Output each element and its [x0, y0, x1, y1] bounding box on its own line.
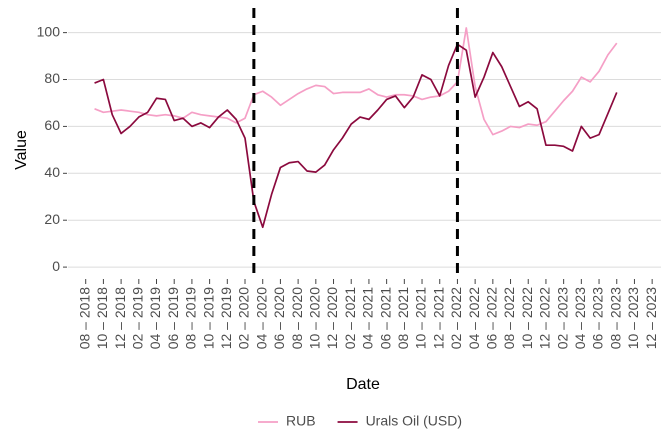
x-tick-label: 12 – 2023 — [643, 287, 659, 349]
legend-label: Urals Oil (USD) — [366, 413, 462, 429]
y-tick-label: 0 — [52, 258, 60, 274]
x-tick-label: 08 – 2023 — [607, 287, 623, 349]
x-tick-label: 12 – 2021 — [430, 287, 446, 349]
x-tick-label: 08 – 2020 — [289, 287, 305, 349]
x-tick-label: 06 – 2021 — [377, 287, 393, 349]
x-tick-label: 08 – 2019 — [183, 287, 199, 349]
x-tick-label: 08 – 2021 — [395, 287, 411, 349]
x-tick-label: 02 – 2023 — [554, 287, 570, 349]
x-tick-label: 10 – 2020 — [307, 287, 323, 349]
x-tick-label: 10 – 2022 — [519, 287, 535, 349]
x-tick-label: 08 – 2018 — [76, 287, 92, 349]
y-tick-label: 100 — [37, 23, 61, 39]
x-tick-label: 04 – 2021 — [360, 287, 376, 349]
series-line — [94, 43, 618, 229]
x-tick-label: 10 – 2023 — [625, 287, 641, 349]
y-axis-title: Value — [13, 130, 30, 170]
x-tick-label: 02 – 2022 — [448, 287, 464, 349]
x-tick-label: 02 – 2021 — [342, 287, 358, 349]
y-tick-label: 20 — [44, 211, 60, 227]
x-axis-title: Date — [346, 376, 380, 393]
x-tick-label: 04 – 2019 — [147, 287, 163, 349]
x-tick-label: 02 – 2019 — [130, 287, 146, 349]
x-tick-label: 06 – 2022 — [484, 287, 500, 349]
x-tick-label: 12 – 2020 — [324, 287, 340, 349]
x-tick-label: 12 – 2018 — [112, 287, 128, 349]
x-tick-label: 10 – 2018 — [94, 287, 110, 349]
x-tick-label: 06 – 2020 — [271, 287, 287, 349]
legend-label: RUB — [286, 413, 316, 429]
y-tick-label: 40 — [44, 164, 60, 180]
x-tick-label: 04 – 2023 — [572, 287, 588, 349]
x-tick-label: 04 – 2022 — [466, 287, 482, 349]
x-tick-label: 08 – 2022 — [501, 287, 517, 349]
x-tick-label: 12 – 2022 — [537, 287, 553, 349]
y-tick-label: 60 — [44, 117, 60, 133]
x-tick-label: 10 – 2019 — [200, 287, 216, 349]
x-tick-label: 10 – 2021 — [413, 287, 429, 349]
x-tick-label: 04 – 2020 — [253, 287, 269, 349]
y-tick-label: 80 — [44, 70, 60, 86]
x-tick-label: 06 – 2019 — [165, 287, 181, 349]
x-tick-label: 06 – 2023 — [590, 287, 606, 349]
x-tick-label: 02 – 2020 — [236, 287, 252, 349]
x-tick-label: 12 – 2019 — [218, 287, 234, 349]
